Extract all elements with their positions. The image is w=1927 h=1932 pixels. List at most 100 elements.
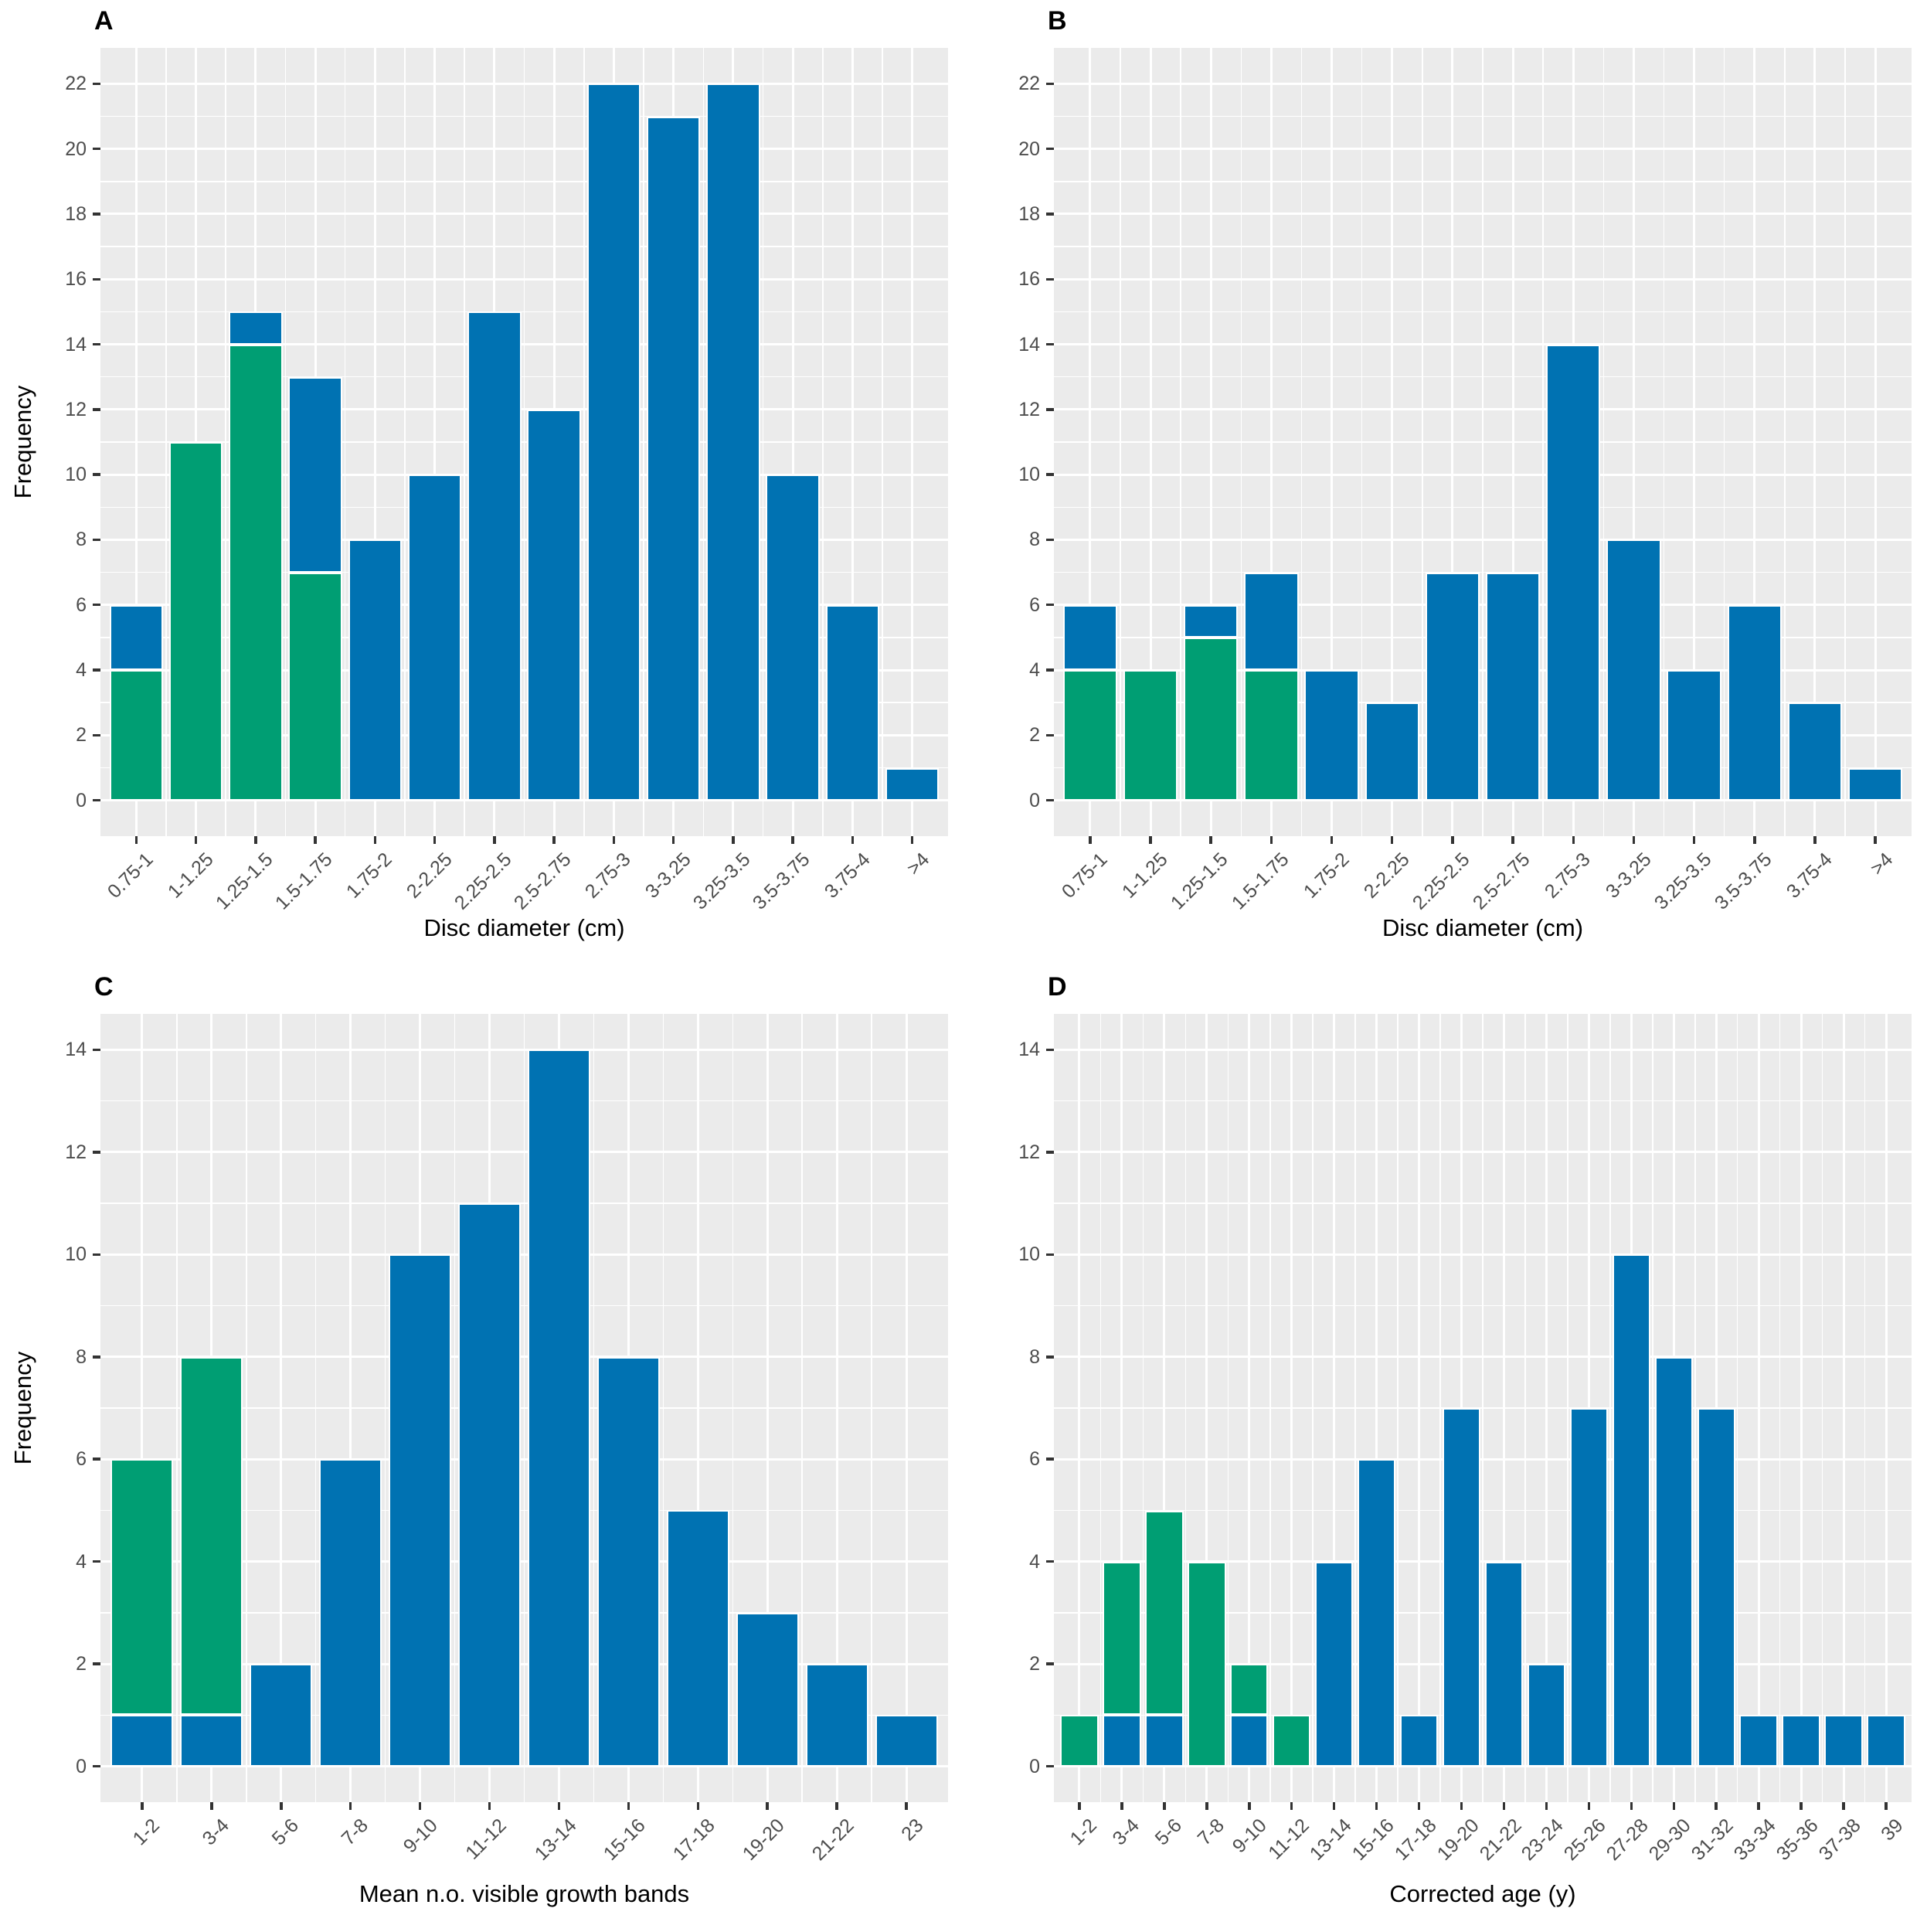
y-tick-label: 14 [1018,333,1040,355]
bar [1060,1715,1099,1767]
bar [1425,572,1480,801]
bar [1787,702,1843,801]
bar [736,1612,799,1767]
y-tick-label: 4 [76,1550,87,1573]
x-tick-mark [696,1802,700,1810]
x-tick-label-text: 31-32 [1687,1815,1738,1866]
minor-gridline [1784,48,1786,836]
major-gridline [1753,48,1756,836]
y-tick-label: 0 [76,789,87,811]
x-tick-label-text: 9-10 [399,1815,442,1858]
bar-segment-blue [1425,572,1480,801]
y-tick-mark [1046,147,1054,151]
major-gridline [1885,1014,1888,1802]
minor-gridline [732,1014,733,1802]
x-tick-label-text: >4 [902,849,934,879]
y-tick-mark [93,1355,100,1359]
bar-segment-blue [885,767,940,801]
y-tick-label: 0 [76,1755,87,1777]
x-tick-mark [1874,836,1877,844]
x-tick-label-text: 27-28 [1602,1815,1653,1866]
x-tick-mark [210,1802,213,1810]
y-tick-mark [93,1458,100,1461]
bar [1230,1664,1269,1767]
panel-d-plot-area [1054,1014,1912,1802]
y-tick-label: 22 [65,73,87,95]
x-tick-mark [1460,1802,1463,1810]
bar-segment-blue [596,1356,660,1767]
bar-segment-green [110,1459,174,1716]
minor-gridline [1602,48,1605,836]
bar-segment-blue [766,474,820,801]
panel-d: D Corrected age (y) 0 2 4 6 8 10 12 14 1-2 3-4 5-6… [964,966,1927,1932]
major-gridline [1209,48,1212,836]
bar [1188,1561,1226,1767]
x-tick-label-text: 2-2.25 [1359,849,1414,903]
bar-segment-blue [1062,604,1118,671]
bar [885,767,940,801]
bar-segment-blue [1654,1356,1693,1767]
bar-segment-blue [1365,702,1419,801]
bar-segment-blue [1485,572,1541,801]
major-gridline [1632,48,1635,836]
x-tick-mark [1587,1802,1591,1810]
x-tick-label-text: 37-38 [1814,1815,1865,1866]
bar-segment-blue [1847,767,1903,801]
minor-gridline [1142,1014,1144,1802]
panel-a-x-axis-title: Disc diameter (cm) [423,914,625,941]
minor-gridline [1844,48,1846,836]
y-tick-mark [1046,603,1054,607]
major-gridline [1391,48,1394,836]
minor-gridline [1312,1014,1314,1802]
bar [1357,1459,1396,1767]
bar [596,1356,660,1767]
minor-gridline [246,1014,247,1802]
x-tick-mark [493,836,496,844]
minor-gridline [1422,48,1423,836]
major-gridline [696,1014,699,1802]
x-tick-label-text: 1.5-1.75 [271,849,337,914]
x-tick-mark [1149,836,1152,844]
bar-segment-green [1244,670,1299,801]
major-gridline [1511,48,1514,836]
x-tick-label-text: 2.5-2.75 [510,849,576,914]
bar-segment-green [1062,670,1118,801]
bar [527,1049,590,1767]
major-gridline [1800,1014,1803,1802]
x-tick-mark [766,1802,769,1810]
minor-gridline [871,1014,872,1802]
minor-gridline [404,48,406,836]
panel-b: B Disc diameter (cm) 0 2 4 6 8 10 12 14 16 18 20 22… [964,0,1927,966]
major-gridline [1813,48,1817,836]
x-tick-label-text: 7-8 [1193,1815,1229,1850]
x-tick-label-text: 3.25-3.5 [688,849,755,914]
y-tick-label: 16 [1018,268,1040,291]
panel-c-label: C [94,972,114,1002]
bar-segment-blue [1314,1561,1354,1767]
bar-segment-blue [1230,1715,1269,1767]
x-tick-mark [194,836,198,844]
x-tick-label-text: 2.75-3 [1541,849,1596,903]
bar [586,83,641,801]
x-tick-mark [612,836,616,844]
bar [1697,1408,1735,1767]
major-gridline [433,48,437,836]
bar [1606,539,1661,801]
y-tick-label: 14 [65,333,87,355]
y-tick-label: 2 [1029,724,1040,747]
bar-segment-green [1188,1561,1226,1767]
x-tick-label-text: 15-16 [1348,1815,1399,1866]
bar-segment-green [229,344,283,801]
x-tick-mark [1089,836,1092,844]
x-tick-mark [671,836,675,844]
bar-segment-blue [736,1612,799,1767]
bar [1612,1254,1651,1767]
bar [1442,1408,1481,1767]
bar-segment-blue [875,1715,938,1767]
bar-segment-blue [1867,1715,1905,1767]
x-tick-mark [1813,836,1817,844]
bar-segment-blue [1244,572,1299,671]
minor-gridline [1663,48,1665,836]
x-tick-label-text: 17-18 [669,1815,720,1866]
bar-segment-blue [407,474,462,801]
